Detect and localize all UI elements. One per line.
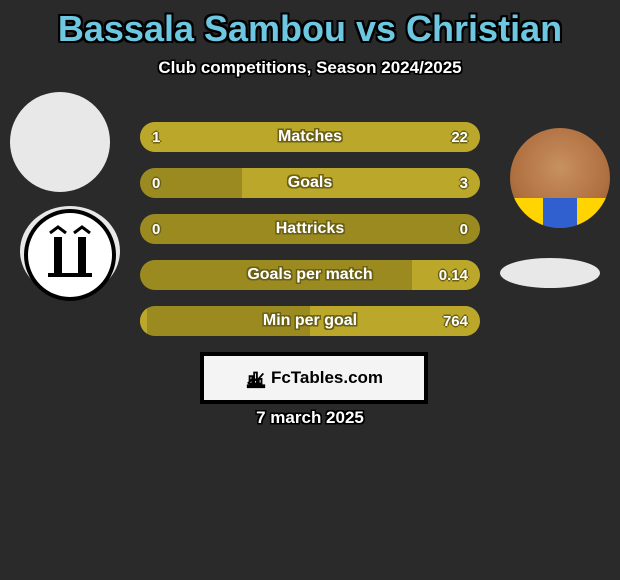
avatar-placeholder-icon (10, 127, 110, 157)
stat-row-goals-per-match: Goals per match0.14 (140, 260, 480, 290)
stat-value-right: 22 (451, 122, 468, 152)
stat-row-hattricks: 0Hattricks0 (140, 214, 480, 244)
stats-bars: 1Matches220Goals30Hattricks0Goals per ma… (140, 122, 480, 352)
avatar-jersey-icon (510, 198, 610, 228)
comparison-card: Bassala Sambou vs Christian Club competi… (0, 0, 620, 580)
stat-label: Matches (140, 128, 480, 146)
date-label: 7 march 2025 (0, 408, 620, 428)
stat-label: Goals per match (140, 266, 480, 284)
club-crest-icon (24, 209, 116, 301)
stat-label: Min per goal (140, 312, 480, 330)
stat-row-matches: 1Matches22 (140, 122, 480, 152)
branding-badge[interactable]: FcTables.com (200, 352, 428, 404)
branding-text: FcTables.com (271, 368, 383, 388)
stat-row-min-per-goal: Min per goal764 (140, 306, 480, 336)
player-right-avatar (510, 128, 610, 228)
player-right-club-badge (500, 258, 600, 288)
stat-value-right: 3 (460, 168, 468, 198)
stat-value-right: 0.14 (439, 260, 468, 290)
stat-label: Hattricks (140, 220, 480, 238)
page-title: Bassala Sambou vs Christian (0, 0, 620, 50)
stat-label: Goals (140, 174, 480, 192)
stat-row-goals: 0Goals3 (140, 168, 480, 198)
stat-value-right: 764 (443, 306, 468, 336)
stat-value-right: 0 (460, 214, 468, 244)
chart-icon (245, 367, 267, 389)
subtitle: Club competitions, Season 2024/2025 (0, 58, 620, 78)
player-left-club-badge (20, 206, 120, 296)
player-left-avatar (10, 92, 110, 192)
